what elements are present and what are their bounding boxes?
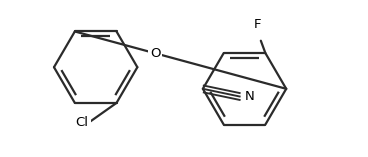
Text: F: F xyxy=(254,19,261,31)
Text: Cl: Cl xyxy=(76,116,89,129)
Text: N: N xyxy=(245,90,254,103)
Text: O: O xyxy=(150,47,160,60)
